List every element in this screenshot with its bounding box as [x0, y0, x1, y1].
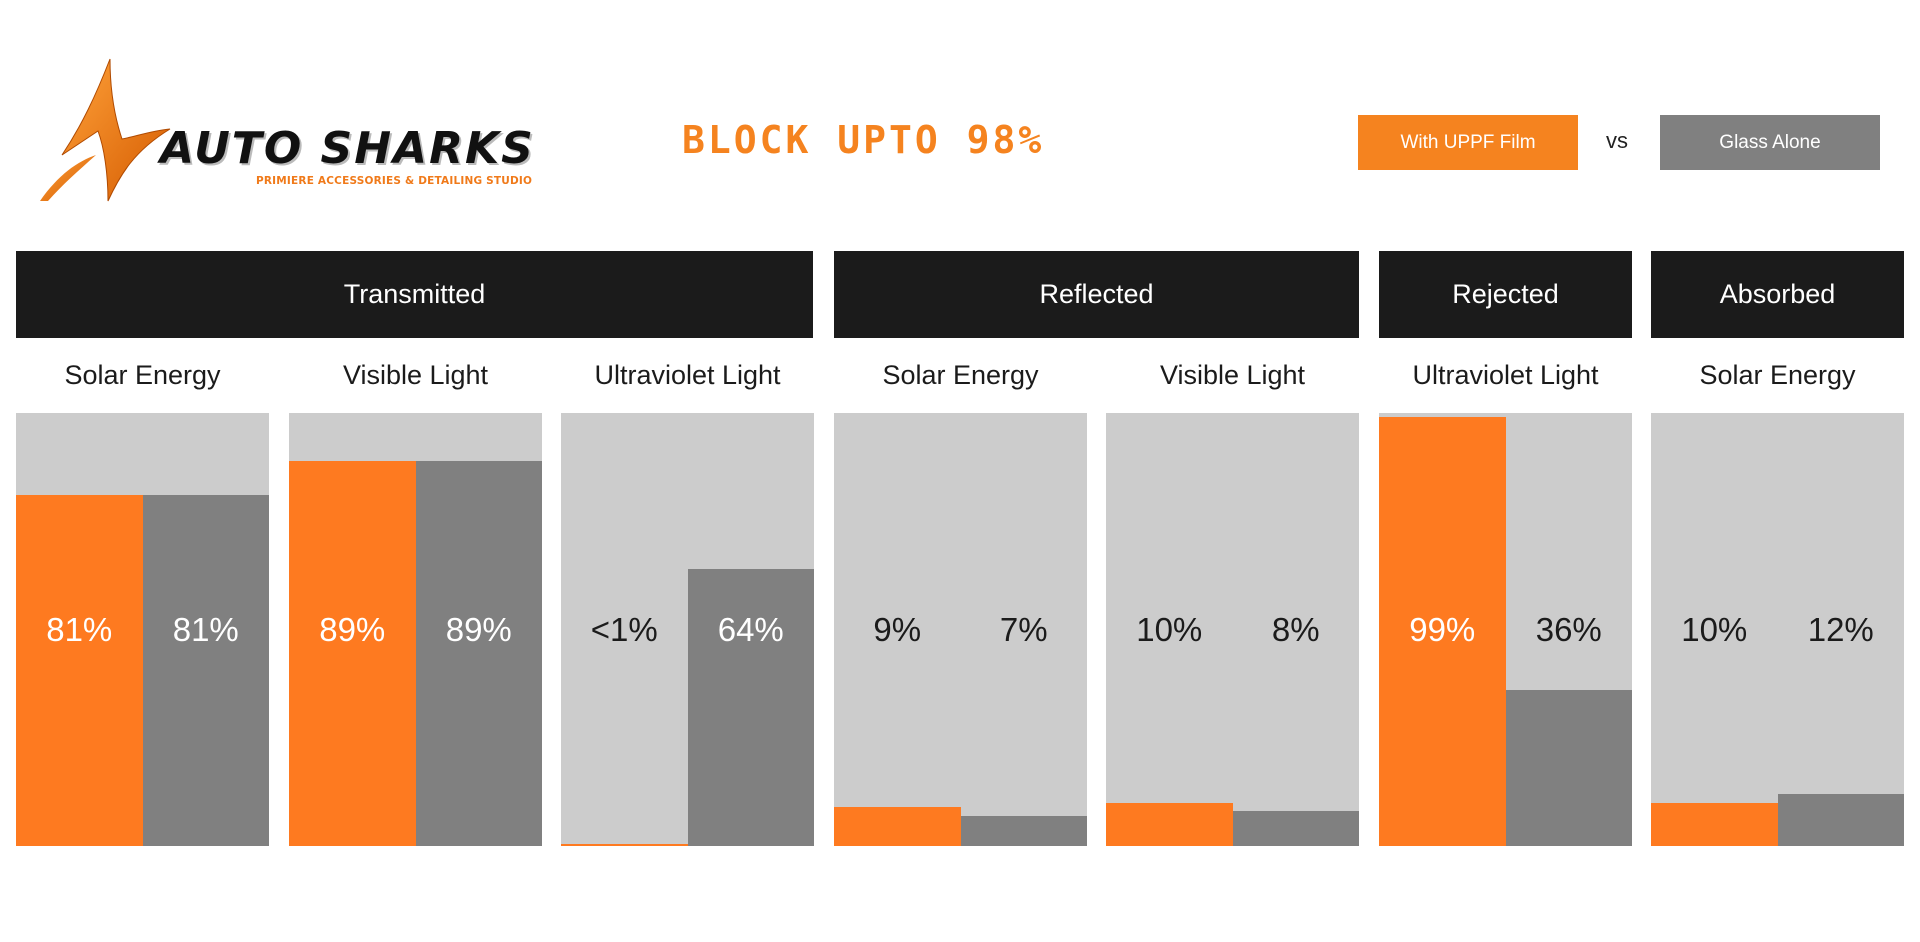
chart-panel: 10% 8%: [1106, 413, 1359, 846]
value-label-film: 99%: [1409, 610, 1476, 648]
bar-glass: [1232, 811, 1359, 846]
value-label-glass: 7%: [999, 610, 1048, 648]
value-label-glass: 64%: [717, 610, 784, 648]
value-label-film: <1%: [590, 610, 658, 648]
value-label-film: 89%: [319, 610, 386, 648]
chart-panel: <1% 64%: [561, 413, 814, 846]
panel-title-transmitted-uv: Ultraviolet Light: [594, 360, 781, 390]
bar-film: [1106, 802, 1233, 846]
bar-glass: [960, 815, 1087, 846]
bar-film: [289, 460, 416, 846]
chart-panel: 99% 36%: [1379, 413, 1632, 846]
value-label-glass: 81%: [172, 610, 239, 648]
legend-glass: Glass Alone: [1660, 115, 1880, 170]
group-header-absorbed: Absorbed: [1651, 251, 1904, 338]
value-label-film: 10%: [1681, 610, 1748, 648]
panel-title-reflected-solar: Solar Energy: [882, 360, 1039, 390]
legend-film: With UPPF Film: [1358, 115, 1578, 170]
chart-panel: 9% 7%: [834, 413, 1087, 846]
shark-fin-logo-icon: [40, 58, 171, 202]
value-label-glass: 12%: [1807, 610, 1874, 648]
value-label-film: 10%: [1136, 610, 1203, 648]
panel-title-transmitted-visible: Visible Light: [342, 360, 489, 390]
value-label-film: 9%: [873, 610, 922, 648]
value-label-film: 81%: [46, 610, 113, 648]
value-label-glass: 36%: [1535, 610, 1602, 648]
panel-title-rejected-uv: Ultraviolet Light: [1412, 360, 1599, 390]
group-header-transmitted: Transmitted: [16, 251, 813, 338]
value-label-glass: 89%: [445, 610, 512, 648]
brand-logo: AUTO SHARKS PRIMIERE ACCESSORIES & DETAI…: [38, 55, 608, 205]
bar-glass: [1505, 690, 1632, 846]
legend-vs: vs: [1606, 128, 1628, 153]
group-header-rejected: Rejected: [1379, 251, 1632, 338]
bar-glass: [687, 568, 814, 846]
group-header-reflected: Reflected: [834, 251, 1359, 338]
brand-tagline: PRIMIERE ACCESSORIES & DETAILING STUDIO: [256, 175, 533, 187]
bar-film: [1651, 802, 1778, 846]
panel-title-transmitted-solar: Solar Energy: [64, 360, 221, 390]
bar-film: [1379, 417, 1506, 846]
bar-film: [16, 495, 143, 846]
bar-glass: [142, 495, 269, 846]
chart-panel: 81% 81%: [16, 413, 269, 846]
bar-glass: [1777, 794, 1904, 846]
brand-name: AUTO SHARKS: [160, 123, 535, 174]
bar-film: [834, 807, 961, 846]
bar-glass: [415, 460, 542, 846]
panel-title-absorbed-solar: Solar Energy: [1699, 360, 1856, 390]
headline: BLOCK UPTO 98%: [682, 118, 1045, 162]
bar-film: [561, 843, 688, 846]
value-label-glass: 8%: [1271, 610, 1320, 648]
chart-panel: 10% 12%: [1651, 413, 1904, 846]
panel-title-reflected-visible: Visible Light: [1159, 360, 1306, 390]
chart-panel: 89% 89%: [289, 413, 542, 846]
